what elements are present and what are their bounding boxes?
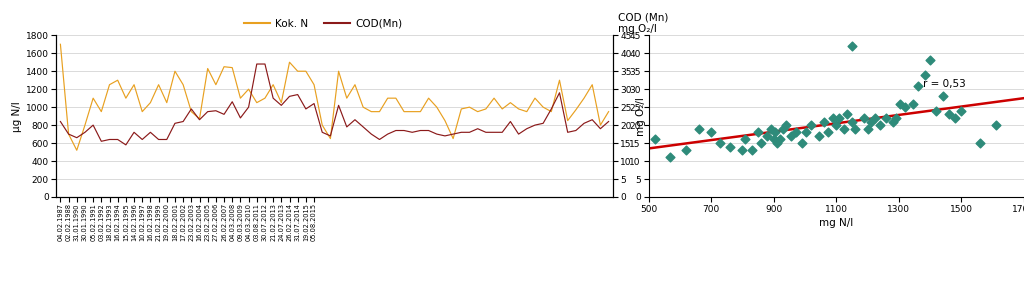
Point [750, 130, 766, 135]
Point [878, 116, 895, 120]
Point [772, 137, 788, 142]
Point [909, 83, 926, 88]
Point [831, 116, 848, 120]
Point [871, 123, 888, 128]
Point [953, 108, 970, 113]
Point [722, 144, 738, 149]
Point [759, 133, 775, 138]
Point [856, 116, 872, 120]
Point [737, 137, 754, 142]
Point [859, 126, 876, 131]
Point [663, 155, 679, 160]
Text: r = 0,53: r = 0,53 [923, 79, 966, 89]
Point [862, 119, 879, 124]
Y-axis label: mg O₂/l: mg O₂/l [636, 97, 646, 136]
Point [778, 123, 795, 128]
Point [734, 148, 751, 153]
Point [836, 126, 852, 131]
Point [885, 119, 901, 124]
Point [947, 116, 964, 120]
Point [678, 148, 694, 153]
Point [743, 148, 760, 153]
Point [702, 130, 719, 135]
Point [941, 112, 957, 117]
Point [753, 141, 769, 146]
Point [928, 108, 944, 113]
Point [972, 141, 988, 146]
Point [922, 58, 938, 63]
Point [690, 126, 707, 131]
Point [844, 44, 860, 49]
Point [934, 94, 950, 99]
Point [815, 119, 831, 124]
Point [794, 141, 810, 146]
Point [762, 126, 778, 131]
Point [888, 116, 904, 120]
Point [799, 130, 815, 135]
Point [769, 141, 785, 146]
Text: COD (Mn): COD (Mn) [618, 12, 669, 22]
Point [803, 123, 819, 128]
Point [892, 101, 908, 106]
Point [904, 101, 921, 106]
Point [820, 130, 837, 135]
Point [987, 123, 1004, 128]
Point [847, 126, 863, 131]
Point [782, 133, 799, 138]
Point [646, 137, 663, 142]
Point [713, 141, 729, 146]
Point [839, 112, 855, 117]
Point [766, 137, 782, 142]
Point [867, 116, 884, 120]
Point [844, 119, 860, 124]
X-axis label: mg N/l: mg N/l [819, 218, 853, 228]
Point [828, 123, 845, 128]
Point [918, 72, 934, 77]
Text: mg O₂/l: mg O₂/l [618, 24, 657, 34]
Point [897, 105, 913, 109]
Point [825, 116, 842, 120]
Y-axis label: μg N/l: μg N/l [11, 101, 22, 131]
Point [767, 130, 783, 135]
Point [811, 133, 827, 138]
Point [787, 130, 804, 135]
Legend: Kok. N, COD(Mn): Kok. N, COD(Mn) [240, 15, 407, 33]
Point [775, 126, 792, 131]
